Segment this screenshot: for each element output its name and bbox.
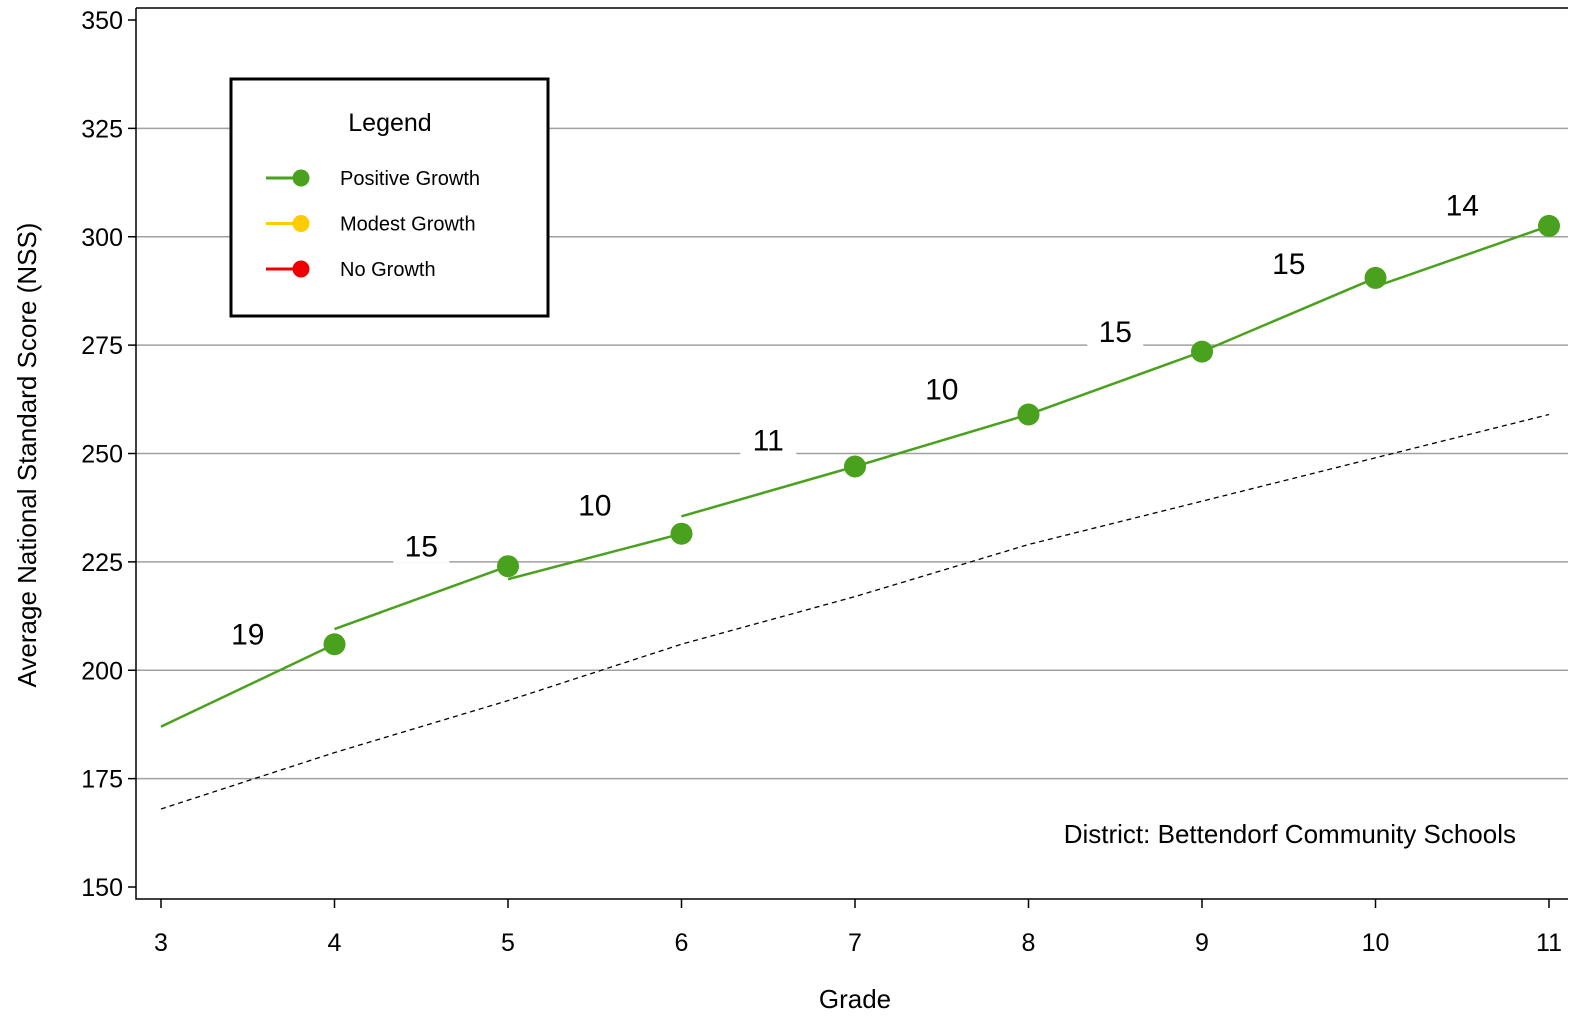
y-tick-label: 250 [81, 441, 123, 469]
y-tick-label: 325 [81, 115, 123, 143]
growth-segment [1028, 350, 1203, 416]
legend: Legend Positive Growth Modest Growth No Gr… [229, 77, 550, 318]
growth-label-bg [913, 371, 970, 406]
x-tick-label: 8 [1022, 929, 1036, 957]
y-tick-label: 175 [81, 766, 123, 794]
axis-frame [135, 8, 1568, 900]
growth-label-bg [566, 487, 623, 522]
y-tick-label: 300 [81, 224, 123, 252]
growth-segment [507, 532, 682, 581]
legend-items: Positive Growth Modest Growth No Growth [266, 168, 480, 281]
growth-segment [854, 413, 1029, 468]
growth-label: 15 [1099, 316, 1132, 349]
district-annotation: District: Bettendorf Community Schools [1064, 819, 1516, 849]
growth-segments [160, 224, 1550, 728]
growth-label-bg [1260, 245, 1317, 280]
legend-item-label: Modest Growth [340, 214, 476, 236]
growth-label-bg [219, 616, 276, 651]
y-tick-label: 150 [81, 874, 123, 902]
y-tick-label: 225 [81, 549, 123, 577]
x-tick-label: 7 [848, 929, 862, 957]
x-axis-label: Grade [819, 984, 891, 1014]
growth-label-bg [740, 422, 797, 457]
data-points [323, 214, 1560, 656]
legend-swatch-dot [292, 169, 310, 187]
y-axis-label: Average National Standard Score (NSS) [12, 223, 42, 688]
growth-label: 11 [753, 424, 784, 457]
growth-label-bg [393, 528, 450, 563]
growth-segment [681, 465, 856, 518]
growth-label: 10 [925, 373, 958, 406]
data-point [1191, 340, 1213, 363]
growth-segment [1375, 224, 1550, 288]
data-point [497, 555, 519, 578]
growth-segment [1201, 276, 1376, 353]
y-tick-label: 350 [81, 7, 123, 35]
x-tick-label: 10 [1362, 929, 1390, 957]
data-point [1364, 266, 1387, 289]
x-tick-label: 11 [1536, 929, 1562, 957]
legend-swatch-dot [292, 215, 310, 232]
x-tick-label: 9 [1195, 929, 1209, 957]
data-point [1538, 214, 1560, 237]
y-tick-label: 200 [81, 657, 123, 685]
x-tick-label: 6 [675, 929, 689, 957]
x-tick-label: 4 [328, 929, 342, 957]
growth-label: 14 [1446, 189, 1479, 222]
axes: 150 175 200 225 250 275 300 325 350 3 4 5 6 7 8 9 10 11 [81, 7, 1568, 957]
growth-segment [160, 643, 336, 728]
growth-label-bg [1434, 187, 1491, 222]
x-tick-label: 3 [154, 929, 168, 957]
data-point [323, 633, 346, 656]
data-point [1017, 403, 1040, 426]
growth-label: 15 [1272, 248, 1305, 281]
legend-swatch-dot [292, 260, 310, 278]
growth-label: 15 [405, 531, 438, 564]
y-tick-label: 275 [81, 332, 123, 360]
legend-item-label: Positive Growth [340, 168, 480, 190]
growth-label: 19 [231, 618, 264, 651]
x-tick-label: 5 [501, 929, 515, 957]
growth-segment [334, 565, 509, 631]
growth-label-bg [1087, 314, 1144, 349]
legend-title: Legend [348, 109, 431, 137]
growth-label: 10 [578, 489, 611, 522]
data-point [844, 455, 866, 478]
growth-labels: 19 15 10 11 10 15 15 14 [219, 187, 1491, 651]
legend-box [229, 77, 550, 318]
data-point [670, 522, 693, 545]
legend-item-label: No Growth [340, 259, 436, 281]
